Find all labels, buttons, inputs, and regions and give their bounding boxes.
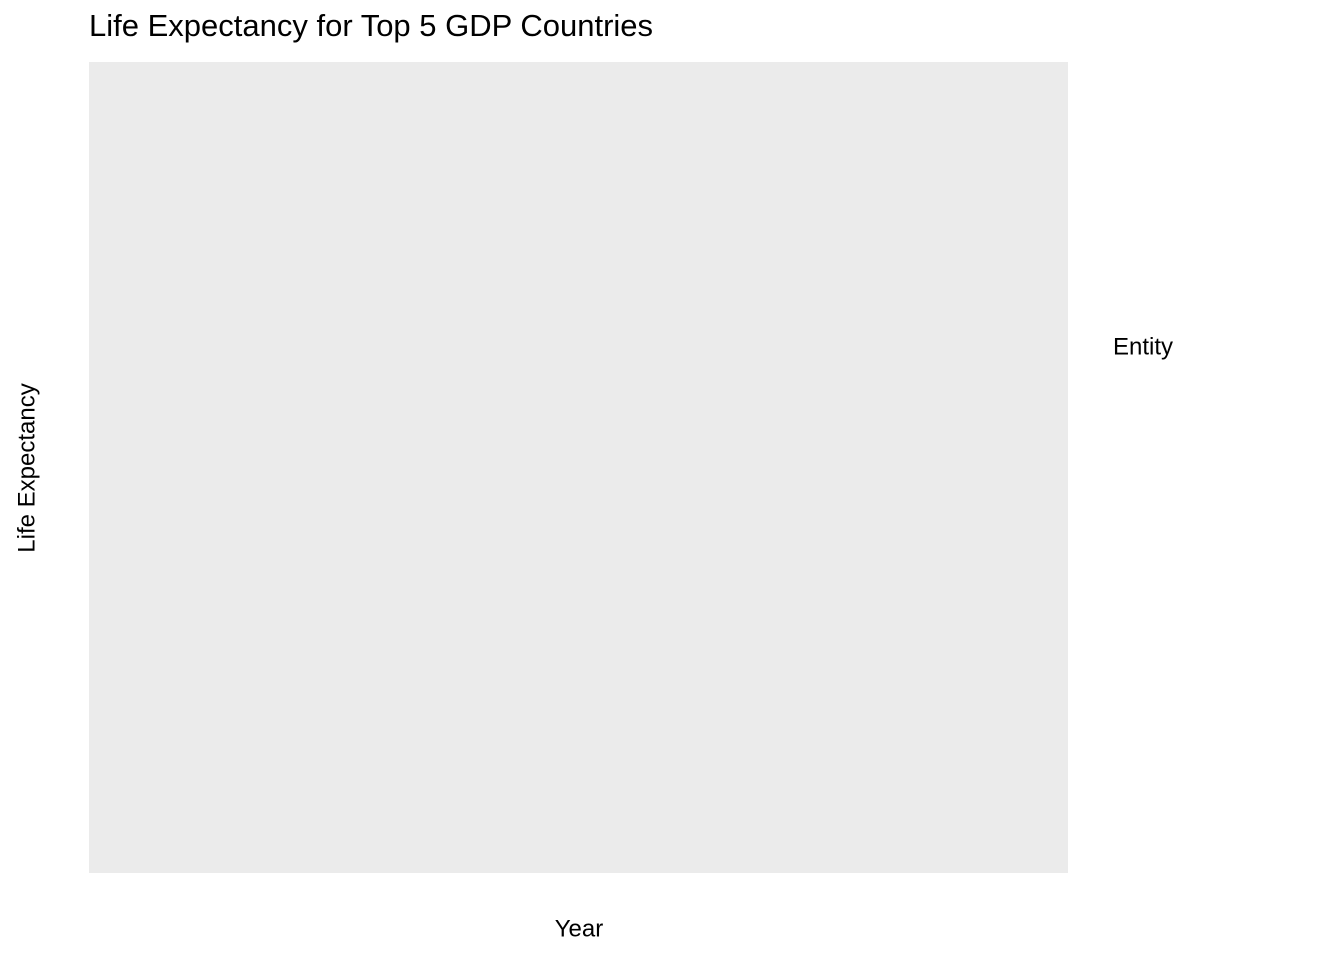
legend: Entity — [1113, 333, 1173, 360]
legend-title: Entity — [1113, 333, 1173, 360]
y-axis-label: Life Expectancy — [13, 383, 40, 552]
chart-title: Life Expectancy for Top 5 GDP Countries — [89, 8, 653, 43]
x-axis-label: Year — [555, 915, 604, 942]
plot-panel — [89, 62, 1068, 873]
